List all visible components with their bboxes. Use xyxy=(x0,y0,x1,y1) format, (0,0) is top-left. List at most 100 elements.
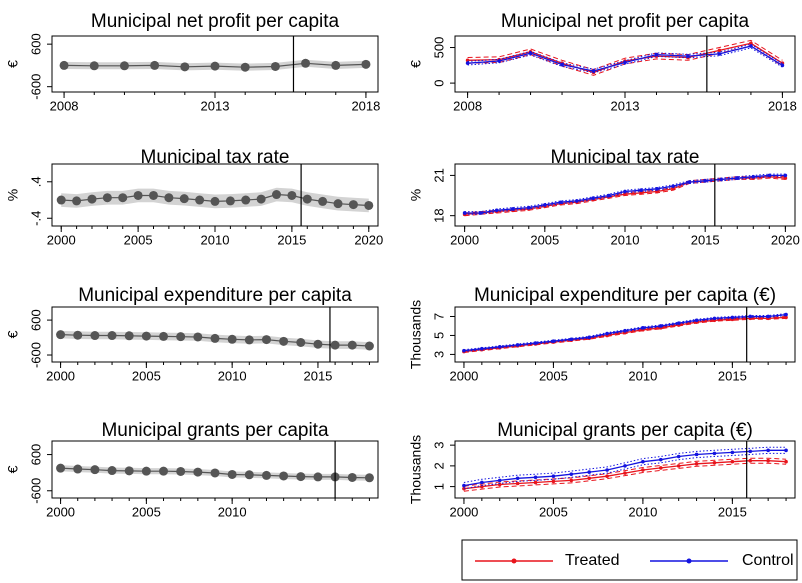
ci-line xyxy=(463,457,787,487)
data-point xyxy=(717,48,722,53)
data-point xyxy=(654,52,659,57)
data-point xyxy=(480,480,484,485)
data-point xyxy=(73,464,83,474)
data-point xyxy=(176,466,186,476)
data-point xyxy=(712,460,717,465)
data-point xyxy=(623,328,627,333)
x-tick-label: 2000 xyxy=(46,504,75,519)
data-point xyxy=(124,331,134,341)
data-point xyxy=(526,205,531,210)
data-point xyxy=(575,199,579,203)
data-point xyxy=(749,41,753,46)
x-tick-label: 2005 xyxy=(539,368,568,383)
data-point xyxy=(605,468,609,472)
data-point xyxy=(118,193,128,203)
y-tick-label: 600 xyxy=(28,33,43,55)
y-axis-label: % xyxy=(408,189,424,201)
data-point xyxy=(302,194,312,204)
data-point xyxy=(210,61,220,71)
data-point xyxy=(279,336,289,346)
data-point xyxy=(107,466,117,476)
data-point xyxy=(676,454,681,459)
y-tick-label: 1 xyxy=(431,483,446,490)
x-tick-label: 2005 xyxy=(539,504,568,519)
x-tick-label: 2000 xyxy=(47,232,76,247)
data-point xyxy=(641,459,645,464)
data-point xyxy=(270,61,280,71)
y-tick-label: -600 xyxy=(28,478,43,504)
data-point xyxy=(210,196,220,206)
data-point xyxy=(719,177,724,182)
data-point xyxy=(331,60,341,70)
data-point xyxy=(301,58,311,68)
data-point xyxy=(90,331,100,341)
x-tick-label: 2000 xyxy=(449,504,478,519)
data-point xyxy=(89,61,99,71)
data-point xyxy=(210,333,220,343)
data-point xyxy=(330,340,340,350)
data-point xyxy=(241,195,251,205)
data-point xyxy=(623,471,627,475)
data-point xyxy=(605,331,609,336)
data-point xyxy=(261,335,271,345)
plot-area xyxy=(465,39,785,76)
data-point xyxy=(102,193,112,203)
data-point xyxy=(256,194,266,204)
data-point xyxy=(730,315,735,320)
data-point xyxy=(90,465,100,475)
x-tick-label: 2015 xyxy=(277,232,306,247)
data-point xyxy=(784,459,788,464)
data-point xyxy=(569,337,574,342)
y-tick-label: 5 xyxy=(431,332,446,339)
data-point xyxy=(766,314,770,319)
data-point xyxy=(287,190,297,200)
legend-label: Control xyxy=(742,552,794,569)
data-point xyxy=(717,52,722,56)
data-point xyxy=(227,334,237,344)
y-tick-label: .4 xyxy=(28,176,43,187)
data-point xyxy=(533,475,538,480)
data-point xyxy=(587,470,592,474)
ci-line xyxy=(463,452,787,490)
data-point xyxy=(87,194,97,204)
data-point xyxy=(551,474,556,479)
data-point xyxy=(179,194,189,204)
y-axis-label: € xyxy=(5,465,21,473)
y-tick-label: -600 xyxy=(28,342,43,368)
data-point xyxy=(641,468,645,472)
chart-title: Municipal grants per capita (€) xyxy=(497,420,753,441)
data-point xyxy=(176,332,186,342)
data-point xyxy=(497,345,502,349)
y-tick-label: 21 xyxy=(431,168,446,182)
x-tick-label: 2005 xyxy=(530,232,559,247)
data-point xyxy=(227,469,237,479)
y-tick-label: 18 xyxy=(431,208,446,222)
data-point xyxy=(784,315,788,320)
data-point xyxy=(244,335,254,345)
x-tick-label: 2005 xyxy=(124,232,153,247)
data-point xyxy=(148,190,158,200)
x-tick-label: 2010 xyxy=(611,232,640,247)
data-point xyxy=(313,339,323,349)
y-tick-label: 3 xyxy=(431,351,446,358)
y-axis-label: € xyxy=(408,60,424,68)
plot-area xyxy=(462,173,788,217)
y-tick-label: 600 xyxy=(28,444,43,466)
data-point xyxy=(515,476,520,481)
legend-box xyxy=(461,539,798,581)
legend-marker xyxy=(686,558,692,564)
data-point xyxy=(559,200,563,205)
data-point xyxy=(279,471,289,481)
chart-title: Municipal tax rate xyxy=(551,147,700,168)
data-point xyxy=(569,472,574,476)
y-tick-label: 2 xyxy=(431,462,446,469)
data-point xyxy=(730,459,735,464)
y-tick-label: 500 xyxy=(431,37,446,59)
y-tick-label: 3 xyxy=(431,442,446,449)
data-point xyxy=(494,208,499,213)
x-tick-label: 2005 xyxy=(132,504,161,519)
chart-title: Municipal net profit per capita xyxy=(501,11,750,32)
data-point xyxy=(73,330,83,340)
x-tick-label: 2008 xyxy=(50,98,79,113)
data-point xyxy=(240,62,250,72)
